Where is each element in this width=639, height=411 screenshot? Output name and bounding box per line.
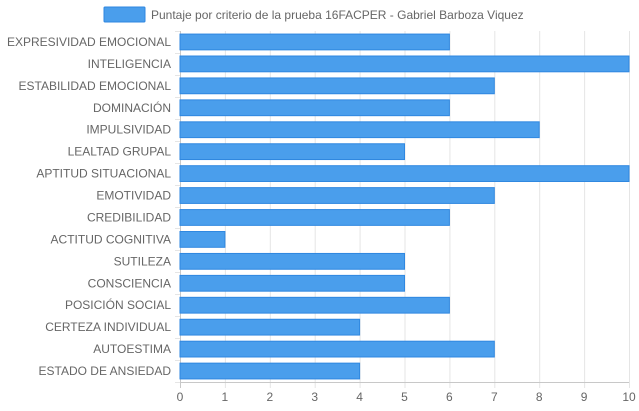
bar[interactable] (179, 252, 405, 270)
category-label: AUTOESTIMA (93, 342, 171, 356)
bar[interactable] (179, 121, 540, 139)
category-label: EXPRESIVIDAD EMOCIONAL (7, 35, 171, 49)
category-label: CREDIBILIDAD (87, 210, 171, 224)
bar[interactable] (179, 209, 450, 226)
category-label: SUTILEZA (114, 254, 171, 268)
x-tick-label: 0 (177, 390, 184, 404)
category-label: LEALTAD GRUPAL (68, 145, 172, 159)
bar[interactable] (179, 187, 495, 204)
x-tick-label: 4 (356, 390, 363, 404)
bar[interactable] (179, 296, 450, 314)
bar[interactable] (179, 143, 405, 161)
bar[interactable] (179, 340, 495, 358)
category-label: APTITUD SITUACIONAL (36, 167, 171, 181)
category-labels: EXPRESIVIDAD EMOCIONAL INTELIGENCIA ESTABI… (7, 35, 171, 378)
category-label: ESTABILIDAD EMOCIONAL (19, 79, 172, 93)
bar[interactable] (179, 77, 495, 95)
x-tick-label: 9 (581, 390, 588, 404)
legend-label: Puntaje por criterio de la prueba 16FACP… (151, 8, 524, 22)
x-tick-label: 1 (222, 390, 229, 404)
bar[interactable] (179, 231, 226, 248)
x-tick-label: 5 (401, 390, 408, 404)
bar[interactable] (179, 362, 361, 380)
category-label: POSICIÓN SOCIAL (65, 297, 171, 312)
bar[interactable] (179, 274, 405, 292)
x-tick-label: 7 (491, 390, 498, 404)
x-tick-label: 2 (266, 390, 273, 404)
x-tick-label: 6 (446, 390, 453, 404)
category-label: INTELIGENCIA (88, 57, 171, 71)
bar[interactable] (179, 165, 630, 182)
legend-swatch (103, 6, 146, 23)
x-tick-label: 10 (622, 390, 636, 404)
legend[interactable]: Puntaje por criterio de la prueba 16FACP… (103, 6, 524, 23)
category-label: ACTITUD COGNITIVA (51, 232, 171, 246)
bars (179, 33, 630, 380)
bar[interactable] (179, 318, 361, 336)
category-label: IMPULSIVIDAD (86, 123, 171, 137)
category-label: CERTEZA INDIVIDUAL (45, 320, 171, 334)
x-tick-labels: 0 1 2 3 4 5 6 7 8 9 10 (177, 390, 636, 404)
category-label: ESTADO DE ANSIEDAD (39, 364, 172, 378)
bar[interactable] (179, 99, 450, 117)
category-label: DOMINACIÓN (93, 100, 171, 115)
bar[interactable] (179, 33, 450, 51)
bar[interactable] (179, 55, 630, 73)
x-tick-label: 8 (536, 390, 543, 404)
category-label: EMOTIVIDAD (96, 189, 171, 203)
category-label: CONSCIENCIA (88, 276, 171, 290)
x-tick-label: 3 (311, 390, 318, 404)
